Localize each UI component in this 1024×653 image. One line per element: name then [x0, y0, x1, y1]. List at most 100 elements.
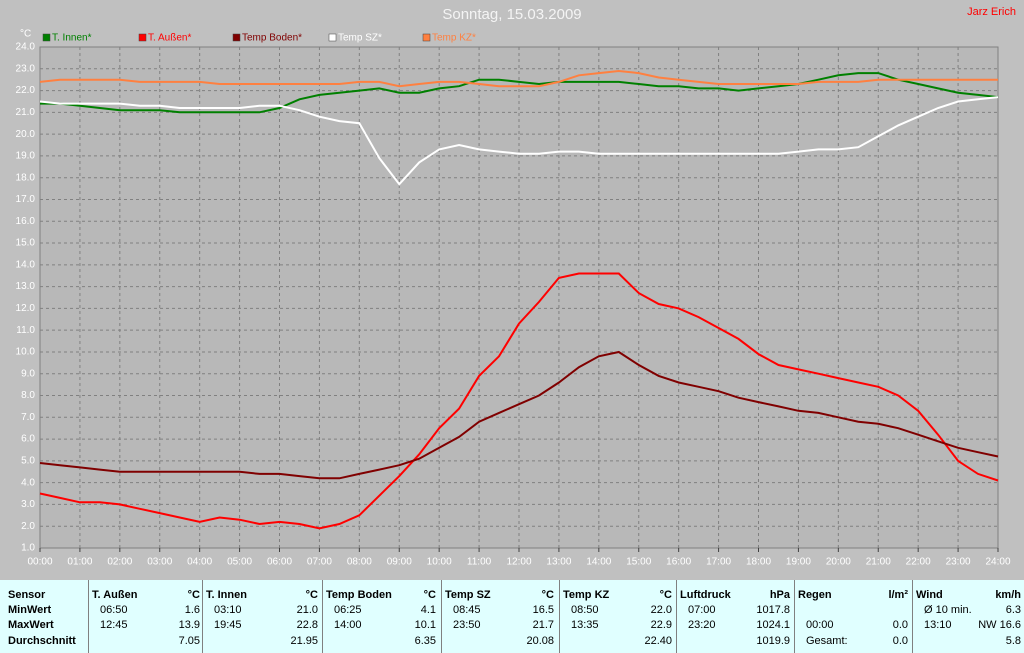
- cell-value: 0.0: [892, 635, 908, 647]
- cell-label: 06:50: [100, 604, 128, 616]
- column-unit: hPa: [769, 589, 790, 601]
- cell-value: 0.0: [892, 619, 908, 631]
- y-tick-label: 23.0: [16, 63, 36, 74]
- cell-value: 21.95: [290, 635, 318, 647]
- x-tick-label: 18:00: [746, 557, 771, 568]
- y-tick-label: 20.0: [16, 129, 36, 140]
- column-name: Regen: [798, 589, 832, 601]
- x-tick-label: 14:00: [586, 557, 611, 568]
- x-tick-label: 17:00: [706, 557, 731, 568]
- stats-table: Sensor MinWert MaxWert Durchschnitt T. Außen…: [0, 580, 1024, 653]
- y-tick-label: 19.0: [16, 151, 36, 162]
- cell-value: 20.08: [526, 635, 554, 647]
- line-series: [39, 350, 999, 480]
- cell-value: 1024.1: [756, 619, 790, 631]
- x-tick-label: 12:00: [506, 557, 531, 568]
- line-series: [39, 272, 999, 530]
- x-tick-label: 22:00: [906, 557, 931, 568]
- cell-label: 12:45: [100, 619, 128, 631]
- y-tick-label: 4.0: [21, 477, 35, 488]
- column-unit: l/m²: [888, 589, 908, 601]
- y-tick-label: 9.0: [21, 368, 35, 379]
- cell-label: 23:50: [453, 619, 481, 631]
- x-tick-label: 24:00: [985, 557, 1010, 568]
- cell-value: 1017.8: [756, 604, 790, 616]
- cell-label: 14:00: [334, 619, 362, 631]
- y-tick-label: 7.0: [21, 412, 35, 423]
- legend-label: Temp SZ*: [338, 33, 382, 44]
- y-tick-label: 13.0: [16, 281, 36, 292]
- column-unit: °C: [423, 589, 436, 601]
- column-name: Temp SZ: [445, 589, 491, 601]
- column-separator: [794, 580, 795, 653]
- y-tick-label: 17.0: [16, 194, 36, 205]
- cell-label: 06:25: [334, 604, 362, 616]
- cell-value: 21.0: [296, 604, 318, 616]
- column-name: Temp KZ: [563, 589, 610, 601]
- row-label: Durchschnitt: [8, 635, 76, 647]
- cell-label: 13:35: [571, 619, 599, 631]
- x-tick-label: 16:00: [666, 557, 691, 568]
- cell-value: 1019.9: [756, 635, 790, 647]
- y-axis-label: °C: [20, 29, 31, 40]
- column-separator: [88, 580, 89, 653]
- row-label: MaxWert: [8, 619, 54, 631]
- line-series: [39, 96, 999, 186]
- plot-area: [39, 46, 999, 549]
- cell-value: 22.40: [644, 635, 672, 647]
- x-tick-label: 04:00: [187, 557, 212, 568]
- cell-value: 13.9: [178, 619, 200, 631]
- legend-swatch: [422, 33, 431, 42]
- column-unit: °C: [659, 589, 672, 601]
- y-tick-label: 14.0: [16, 259, 36, 270]
- legend-swatch: [138, 33, 147, 42]
- y-tick-label: 21.0: [16, 107, 36, 118]
- cell-value: 7.05: [178, 635, 200, 647]
- cell-label: 13:10: [924, 619, 952, 631]
- x-tick-label: 15:00: [626, 557, 651, 568]
- legend-swatch: [232, 33, 241, 42]
- cell-value: 5.8: [1005, 635, 1021, 647]
- x-tick-label: 20:00: [826, 557, 851, 568]
- cell-value: 10.1: [414, 619, 436, 631]
- cell-value: 16.5: [532, 604, 554, 616]
- legend-label: Temp Boden*: [242, 33, 302, 44]
- cell-value: 22.0: [650, 604, 672, 616]
- x-tick-label: 13:00: [546, 557, 571, 568]
- cell-value: 4.1: [420, 604, 436, 616]
- column-unit: °C: [187, 589, 200, 601]
- x-tick-label: 10:00: [427, 557, 452, 568]
- x-tick-label: 05:00: [227, 557, 252, 568]
- column-name: Wind: [916, 589, 943, 601]
- column-separator: [676, 580, 677, 653]
- y-tick-label: 3.0: [21, 499, 35, 510]
- cell-value: 6.35: [414, 635, 436, 647]
- legend-label: T. Außen*: [148, 33, 191, 44]
- author: Jarz Erich: [967, 6, 1016, 18]
- chart-title: Sonntag, 15.03.2009: [442, 6, 581, 23]
- cell-label: Ø 10 min.: [924, 604, 972, 616]
- cell-value: NW 16.6: [978, 619, 1021, 631]
- y-tick-label: 12.0: [16, 303, 36, 314]
- y-tick-label: 10.0: [16, 347, 36, 358]
- line-series: [40, 72, 999, 114]
- cell-label: 23:20: [688, 619, 716, 631]
- y-tick-label: 8.0: [21, 390, 35, 401]
- column-separator: [202, 580, 203, 653]
- x-tick-label: 23:00: [946, 557, 971, 568]
- column-name: Luftdruck: [680, 589, 731, 601]
- cell-label: Gesamt:: [806, 635, 848, 647]
- x-tick-label: 07:00: [307, 557, 332, 568]
- x-tick-label: 21:00: [866, 557, 891, 568]
- x-tick-label: 19:00: [786, 557, 811, 568]
- y-tick-label: 6.0: [21, 434, 35, 445]
- cell-value: 6.3: [1005, 604, 1021, 616]
- legend-swatch: [42, 33, 51, 42]
- column-unit: km/h: [995, 589, 1021, 601]
- x-tick-label: 02:00: [107, 557, 132, 568]
- x-tick-label: 01:00: [67, 557, 92, 568]
- row-label: MinWert: [8, 604, 52, 616]
- legend-swatch: [328, 33, 337, 42]
- x-tick-label: 03:00: [147, 557, 172, 568]
